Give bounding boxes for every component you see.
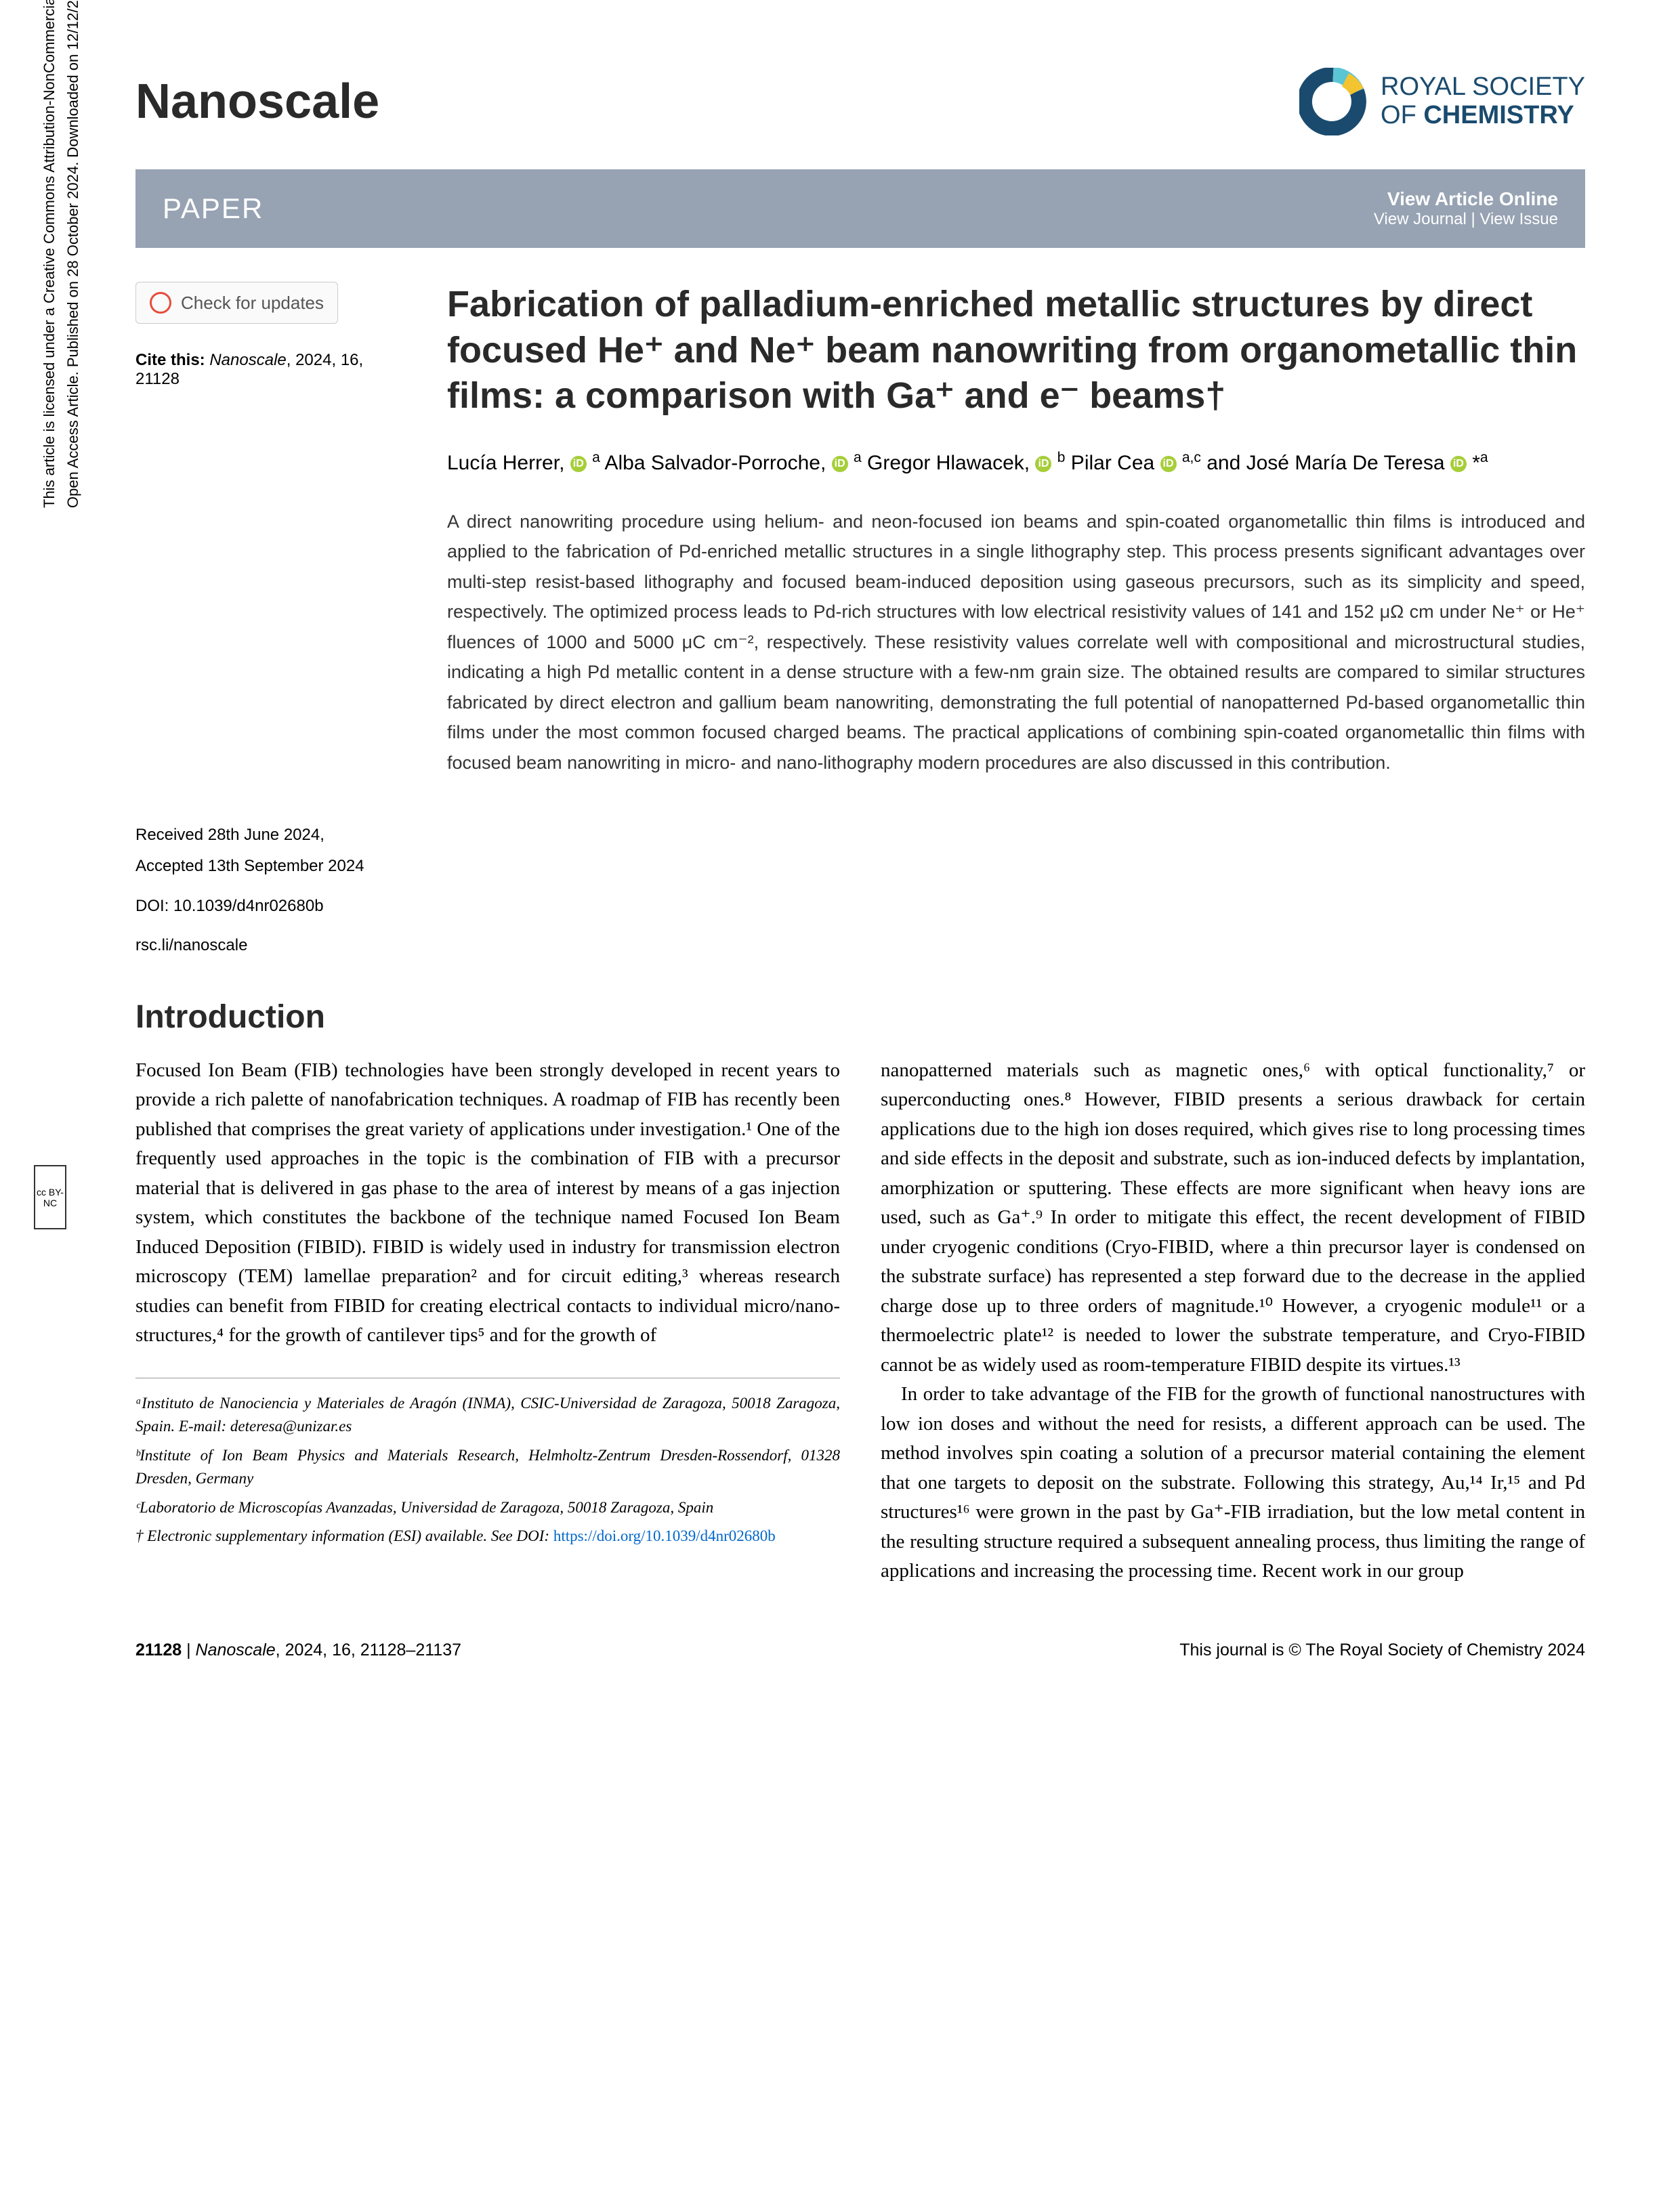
esi-prefix: † Electronic supplementary information (…: [135, 1527, 553, 1544]
journal-header: Nanoscale ROYAL SOCIETY OF CHEMISTRY: [135, 68, 1585, 135]
article-head-section: Check for updates Cite this: Nanoscale, …: [135, 282, 1585, 965]
affiliations-block: ᵃInstituto de Nanociencia y Materiales d…: [135, 1378, 840, 1548]
view-article-online-link[interactable]: View Article Online: [1374, 188, 1558, 210]
article-main-column: Fabrication of palladium-enriched metall…: [447, 282, 1585, 965]
accepted-date: Accepted 13th September 2024: [135, 853, 406, 879]
view-journal-issue-link[interactable]: View Journal | View Issue: [1374, 210, 1558, 229]
journal-name: Nanoscale: [135, 74, 379, 129]
received-date: Received 28th June 2024,: [135, 822, 406, 848]
publisher-name: ROYAL SOCIETY OF CHEMISTRY: [1381, 73, 1585, 130]
affiliation-c: ᶜLaboratorio de Microscopías Avanzadas, …: [135, 1496, 840, 1520]
publisher-line1: ROYAL SOCIETY: [1381, 73, 1585, 102]
intro-para-2: nanopatterned materials such as magnetic…: [881, 1056, 1585, 1380]
intro-para-1: Focused Ion Beam (FIB) technologies have…: [135, 1056, 840, 1351]
check-updates-button[interactable]: Check for updates: [135, 282, 338, 324]
introduction-heading: Introduction: [135, 998, 1585, 1036]
view-links: View Article Online View Journal | View …: [1374, 188, 1558, 229]
abstract-text: A direct nanowriting procedure using hel…: [447, 507, 1585, 778]
article-dates: Received 28th June 2024, Accepted 13th S…: [135, 822, 406, 959]
cc-label: cc BY-NC: [35, 1187, 65, 1208]
sidebar-access-info: This article is licensed under a Creativ…: [41, 0, 58, 508]
license-text: This article is licensed under a Creativ…: [41, 0, 58, 508]
esi-note: † Electronic supplementary information (…: [135, 1525, 840, 1548]
intro-para-3: In order to take advantage of the FIB fo…: [881, 1380, 1585, 1586]
article-body: Introduction Focused Ion Beam (FIB) tech…: [135, 998, 1585, 1586]
page-number: 21128: [135, 1641, 182, 1659]
footer-sep: |: [182, 1641, 195, 1659]
page-footer: 21128 | Nanoscale, 2024, 16, 21128–21137…: [135, 1627, 1585, 1660]
citation-info: Cite this: Nanoscale, 2024, 16, 21128: [135, 351, 406, 389]
footer-journal: Nanoscale: [196, 1641, 276, 1659]
cite-journal: Nanoscale: [209, 351, 286, 369]
esi-doi-link[interactable]: https://doi.org/10.1039/d4nr02680b: [553, 1527, 776, 1544]
rsc-c-icon: [1299, 68, 1367, 135]
article-metadata-column: Check for updates Cite this: Nanoscale, …: [135, 282, 406, 965]
rsc-short-link[interactable]: rsc.li/nanoscale: [135, 933, 406, 958]
article-type-bar: PAPER View Article Online View Journal |…: [135, 169, 1585, 248]
check-updates-label: Check for updates: [181, 293, 324, 314]
affiliation-a: ᵃInstituto de Nanociencia y Materiales d…: [135, 1392, 840, 1439]
footer-pages: , 2024, 16, 21128–21137: [276, 1641, 461, 1659]
authors-list: Lucía Herrer, iD a Alba Salvador-Porroch…: [447, 446, 1585, 480]
publisher-logo: ROYAL SOCIETY OF CHEMISTRY: [1299, 68, 1585, 135]
body-two-column: Focused Ion Beam (FIB) technologies have…: [135, 1056, 1585, 1586]
footer-copyright: This journal is © The Royal Society of C…: [1179, 1641, 1585, 1660]
footer-left: 21128 | Nanoscale, 2024, 16, 21128–21137: [135, 1641, 461, 1660]
crossmark-icon: [150, 292, 171, 314]
sidebar-access-info-2: Open Access Article. Published on 28 Oct…: [64, 0, 82, 508]
article-type: PAPER: [163, 192, 264, 225]
doi: DOI: 10.1039/d4nr02680b: [135, 893, 406, 919]
article-title: Fabrication of palladium-enriched metall…: [447, 282, 1585, 419]
cc-license-badge: cc BY-NC: [34, 1165, 66, 1229]
access-text: Open Access Article. Published on 28 Oct…: [64, 0, 81, 508]
affiliation-b: ᵇInstitute of Ion Beam Physics and Mater…: [135, 1444, 840, 1491]
cite-prefix: Cite this:: [135, 351, 209, 369]
